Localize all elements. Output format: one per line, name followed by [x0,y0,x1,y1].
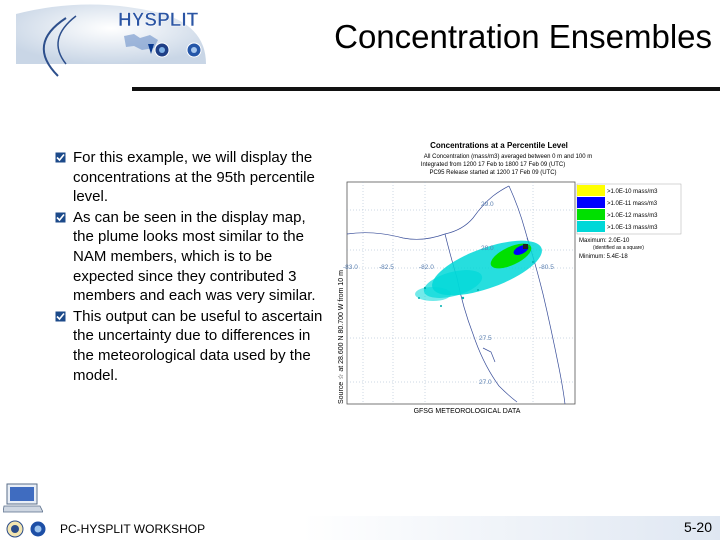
bullet-text: This output can be useful to ascertain t… [73,307,323,384]
slide-title: Concentration Ensembles [334,18,712,55]
legend-swatch [577,209,605,220]
lat-label: 28.0 [481,245,494,252]
footer-workshop-text: PC-HYSPLIT WORKSHOP [60,522,206,536]
legend: >1.0E-10 mass/m3 >1.0E-11 mass/m3 >1.0E-… [576,183,682,260]
map-grid [347,182,575,404]
logo-text: HYSPLIT [118,10,199,31]
lon-label: -82.5 [379,264,394,271]
footer-bar [0,516,720,540]
legend-swatch [577,197,605,208]
lat-label: 29.0 [481,201,494,208]
maximum-label: Maximum: 2.0E-10 [579,238,630,244]
page-number: 5-20 [683,519,712,535]
agency-logos [6,520,47,538]
legend-label: >1.0E-12 mass/m3 [607,213,658,219]
legend-label: >1.0E-13 mass/m3 [607,225,658,231]
lat-label: 27.5 [479,335,492,342]
figure-subtitle-3: PC95 Release started at 1200 17 Feb 09 (… [429,170,556,176]
checkbox-bullet-icon [55,212,66,223]
checkbox-bullet-icon [55,311,66,322]
figure-title: Concentrations at a Percentile Level [430,141,568,150]
laptop-icon [3,483,43,513]
lon-label: -80.5 [539,264,554,271]
maximum-note: (identified as a square) [593,245,644,251]
bullet-text: As can be seen in the display map, the p… [73,208,316,305]
bullet-item: This output can be useful to ascertain t… [55,307,330,385]
hysplit-logo: HYSPLIT [6,4,216,88]
figure-subtitle-1: All Concentration (mass/m3) averaged bet… [424,154,592,160]
bullet-list: For this example, we will display the co… [55,148,330,386]
legend-label: >1.0E-11 mass/m3 [607,201,658,207]
figure-subtitle-2: Integrated from 1200 17 Feb to 1800 17 F… [421,162,565,168]
legend-swatch [577,185,605,196]
bullet-item: For this example, we will display the co… [55,148,330,207]
minimum-label: Minimum: 5.4E-18 [579,254,628,260]
concentration-plume [415,240,542,307]
title-underline [132,87,720,91]
source-axis-label: Source ☆ at 28.600 N 80.700 W from 10 m [337,270,345,404]
bullet-item: As can be seen in the display map, the p… [55,208,330,306]
lon-label: -82.0 [419,264,434,271]
legend-swatch [577,221,605,232]
legend-label: >1.0E-10 mass/m3 [607,189,658,195]
met-data-caption: GFSG METEOROLOGICAL DATA [414,408,521,415]
bullet-text: For this example, we will display the co… [73,149,315,206]
concentration-map-figure: Concentrations at a Percentile Level All… [333,138,683,416]
lat-label: 27.0 [479,379,492,386]
lon-label: -83.0 [343,264,358,271]
checkbox-bullet-icon [55,152,66,163]
